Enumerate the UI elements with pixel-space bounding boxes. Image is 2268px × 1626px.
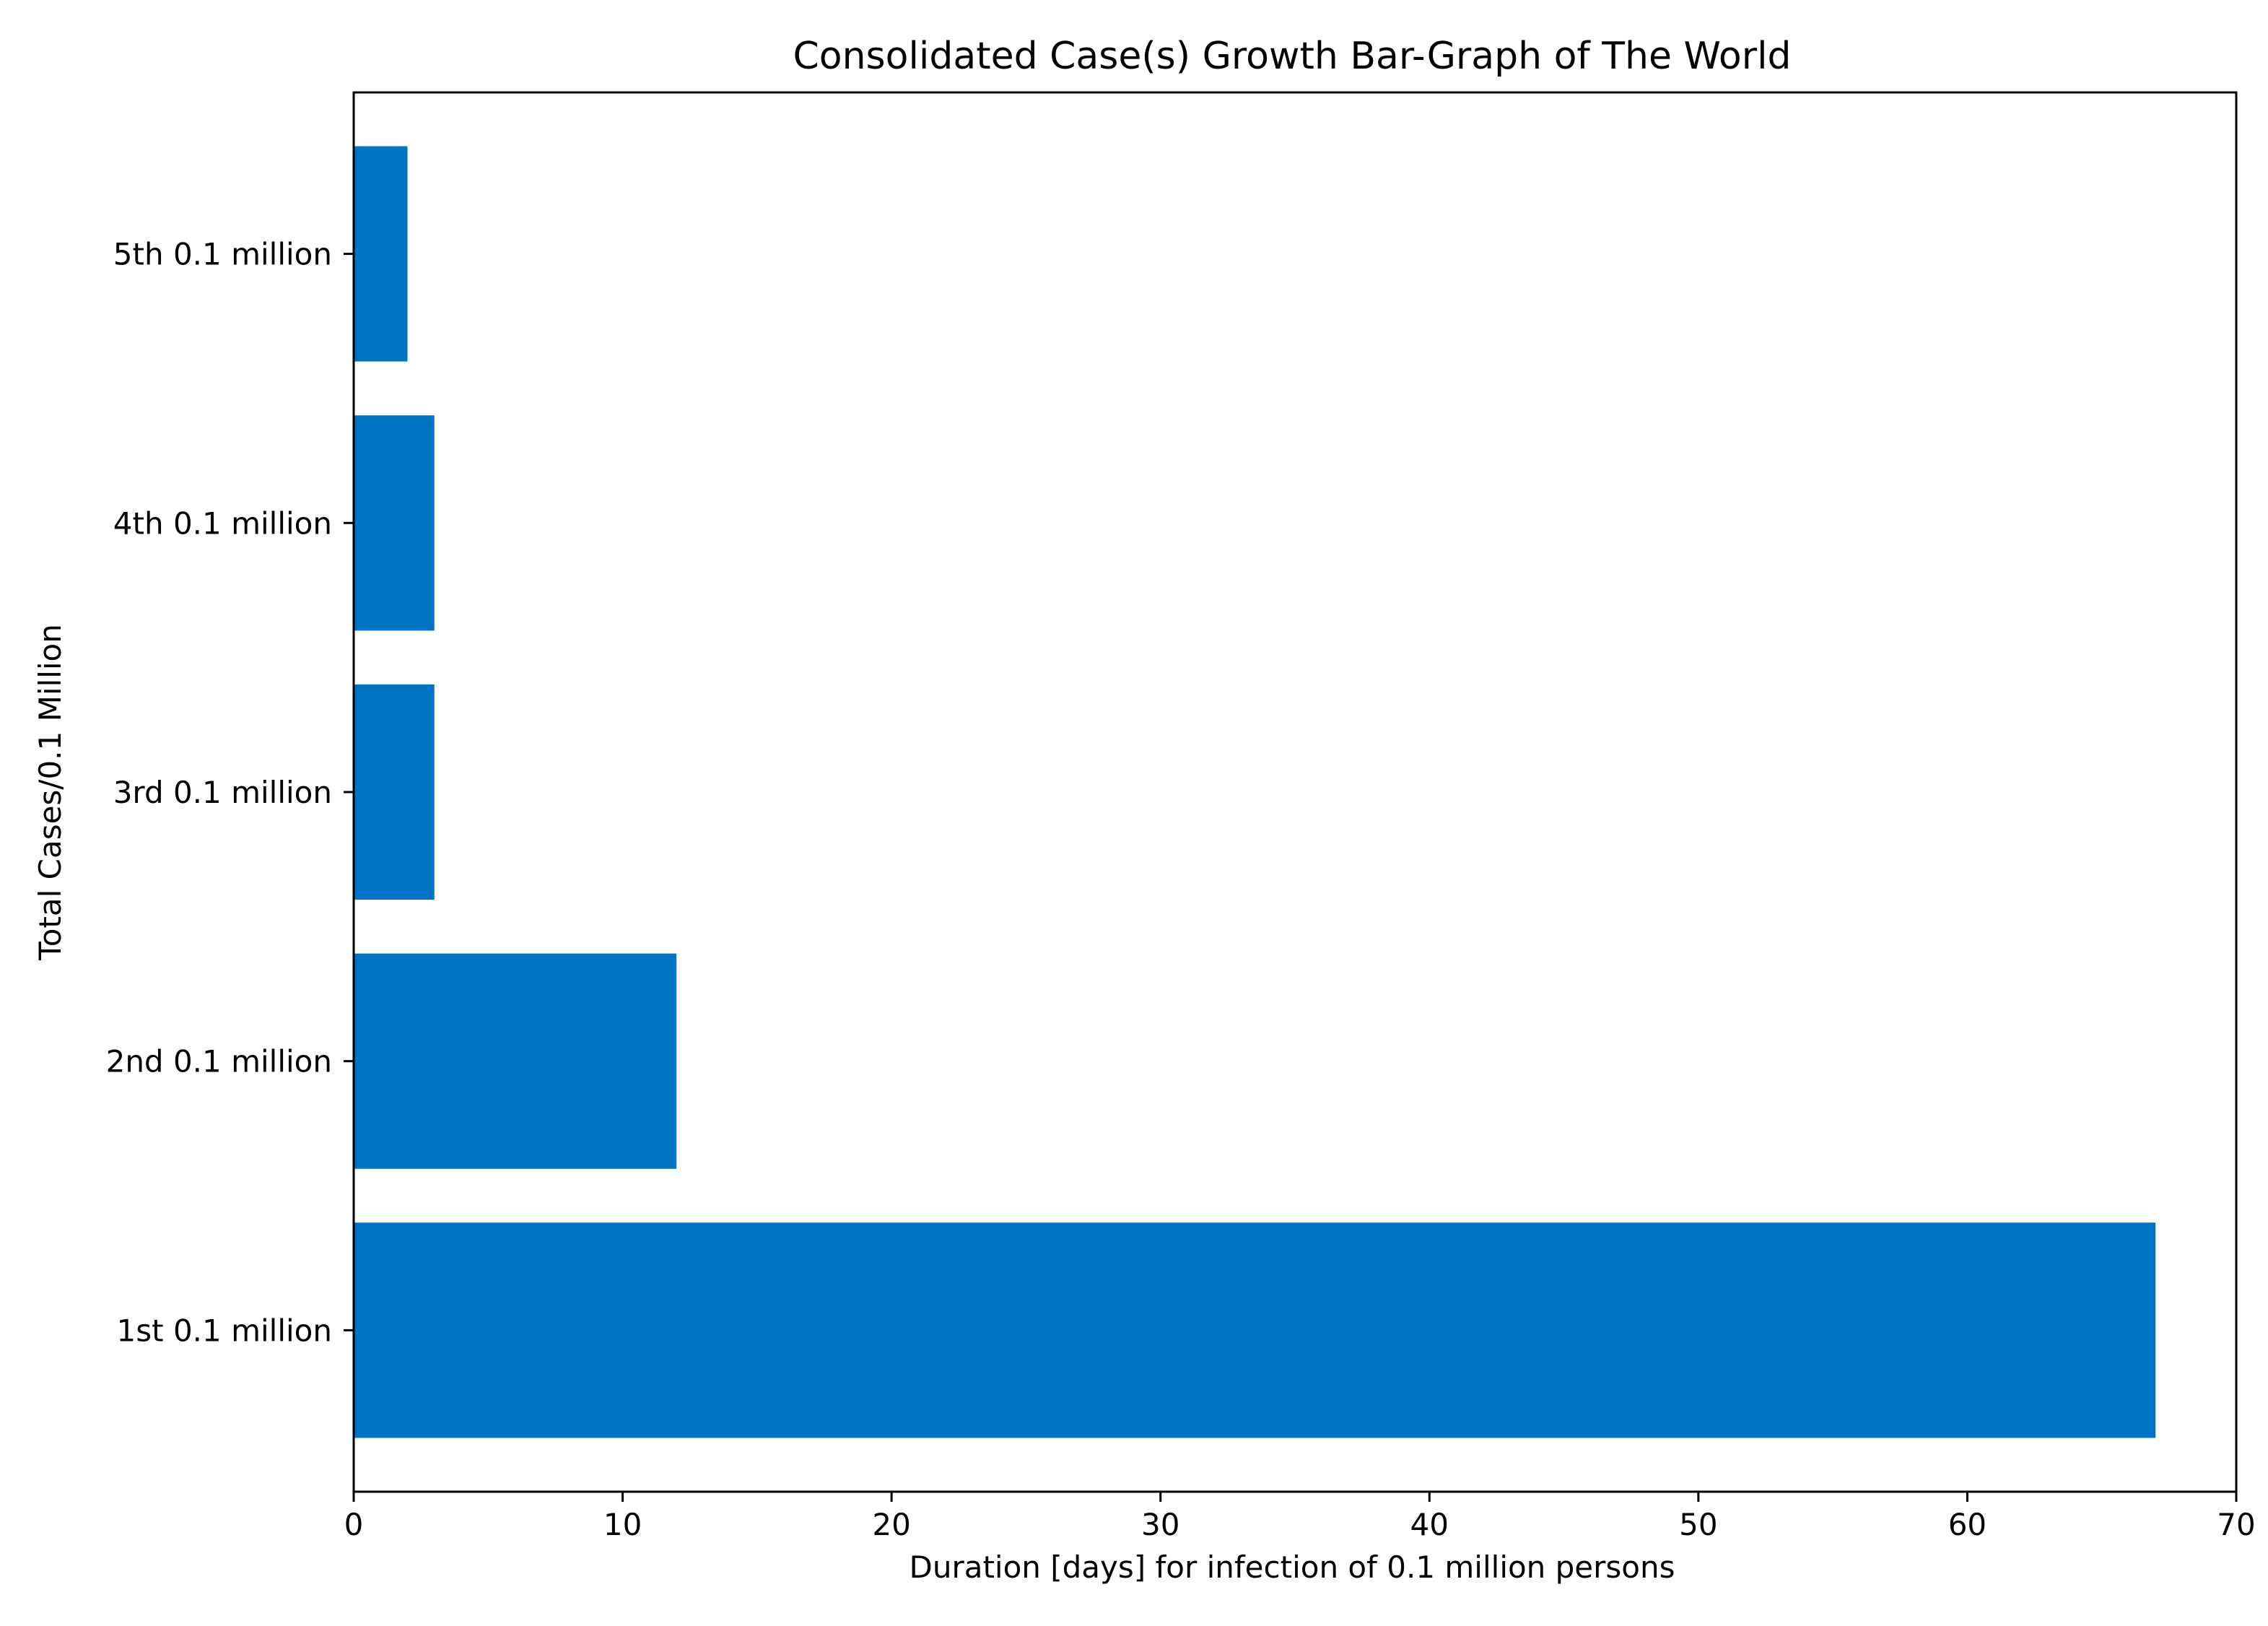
x-tick-label: 30 bbox=[1141, 1507, 1179, 1542]
y-tick-label: 2nd 0.1 million bbox=[106, 1044, 332, 1079]
bar-5 bbox=[354, 146, 408, 362]
y-tick-label: 4th 0.1 million bbox=[113, 505, 332, 541]
y-tick-label: 1st 0.1 million bbox=[117, 1313, 332, 1348]
x-tick-label: 10 bbox=[603, 1507, 642, 1542]
chart-title: Consolidated Case(s) Growth Bar-Graph of… bbox=[793, 35, 1791, 78]
x-axis-label: Duration [days] for infection of 0.1 mil… bbox=[909, 1549, 1675, 1585]
x-tick-label: 20 bbox=[872, 1507, 910, 1542]
bar-4 bbox=[354, 415, 435, 631]
y-tick-label: 3rd 0.1 million bbox=[113, 775, 332, 810]
x-tick-label: 0 bbox=[344, 1507, 364, 1542]
y-axis-label: Total Cases/0.1 Million bbox=[32, 624, 68, 961]
bar-3 bbox=[354, 684, 435, 900]
bar-1 bbox=[354, 1222, 2156, 1438]
x-tick-label: 70 bbox=[2217, 1507, 2255, 1542]
bar-2 bbox=[354, 953, 677, 1169]
x-tick-label: 40 bbox=[1410, 1507, 1449, 1542]
x-tick-label: 50 bbox=[1679, 1507, 1717, 1542]
y-tick-label: 5th 0.1 million bbox=[113, 237, 332, 272]
x-tick-label: 60 bbox=[1948, 1507, 1986, 1542]
plot-area: 0 10 20 30 40 50 60 70 1st 0.1 million 2nd 0.1 mi… bbox=[106, 91, 2256, 1542]
